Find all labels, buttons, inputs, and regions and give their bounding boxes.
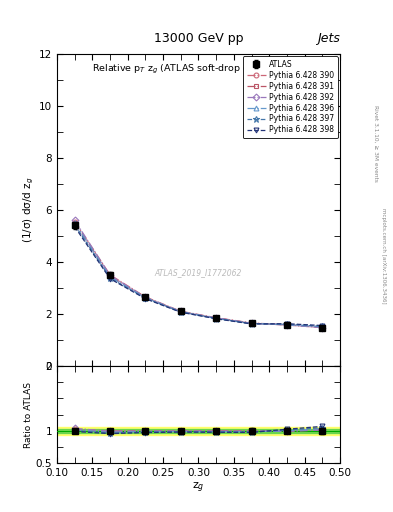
Line: Pythia 6.428 396: Pythia 6.428 396 — [72, 220, 325, 329]
Pythia 6.428 392 — [178, 308, 183, 314]
Pythia 6.428 398 — [214, 316, 219, 322]
Pythia 6.428 396 — [143, 294, 148, 301]
Pythia 6.428 396 — [72, 220, 77, 226]
Pythia 6.428 390 — [214, 315, 219, 321]
Pythia 6.428 391 — [178, 309, 183, 315]
Pythia 6.428 390 — [178, 308, 183, 314]
Pythia 6.428 392 — [72, 217, 77, 223]
Pythia 6.428 390 — [249, 320, 254, 326]
Pythia 6.428 397 — [320, 323, 325, 329]
Pythia 6.428 390 — [143, 294, 148, 300]
Text: ATLAS_2019_I1772062: ATLAS_2019_I1772062 — [155, 268, 242, 276]
Line: Pythia 6.428 391: Pythia 6.428 391 — [72, 220, 325, 330]
Pythia 6.428 397 — [285, 321, 289, 327]
Y-axis label: (1/σ) dσ/d z$_g$: (1/σ) dσ/d z$_g$ — [22, 177, 36, 243]
Line: Pythia 6.428 397: Pythia 6.428 397 — [72, 222, 325, 329]
Text: Rivet 3.1.10, ≥ 3M events: Rivet 3.1.10, ≥ 3M events — [373, 105, 378, 182]
Pythia 6.428 390 — [285, 322, 289, 328]
Pythia 6.428 397 — [143, 295, 148, 301]
Pythia 6.428 397 — [108, 275, 112, 281]
Line: Pythia 6.428 398: Pythia 6.428 398 — [72, 224, 325, 328]
Pythia 6.428 398 — [320, 323, 325, 329]
Pythia 6.428 392 — [214, 315, 219, 321]
Text: mcplots.cern.ch [arXiv:1306.3436]: mcplots.cern.ch [arXiv:1306.3436] — [381, 208, 386, 304]
Pythia 6.428 398 — [143, 295, 148, 302]
Pythia 6.428 397 — [72, 222, 77, 228]
Pythia 6.428 391 — [72, 220, 77, 226]
Y-axis label: Ratio to ATLAS: Ratio to ATLAS — [24, 381, 33, 447]
Pythia 6.428 391 — [285, 322, 289, 328]
Bar — [57, 427, 340, 435]
Pythia 6.428 391 — [214, 315, 219, 321]
Line: Pythia 6.428 390: Pythia 6.428 390 — [72, 219, 325, 330]
Pythia 6.428 390 — [72, 219, 77, 225]
Pythia 6.428 397 — [214, 315, 219, 322]
Pythia 6.428 391 — [320, 325, 325, 331]
Pythia 6.428 397 — [178, 309, 183, 315]
Pythia 6.428 392 — [108, 272, 112, 279]
Pythia 6.428 398 — [72, 224, 77, 230]
Pythia 6.428 392 — [285, 322, 289, 328]
X-axis label: z$_g$: z$_g$ — [192, 481, 205, 496]
Pythia 6.428 391 — [108, 273, 112, 279]
Text: 13000 GeV pp: 13000 GeV pp — [154, 32, 243, 46]
Pythia 6.428 392 — [143, 294, 148, 300]
Pythia 6.428 396 — [320, 324, 325, 330]
Pythia 6.428 391 — [249, 320, 254, 326]
Pythia 6.428 392 — [320, 325, 325, 331]
Pythia 6.428 391 — [143, 294, 148, 301]
Pythia 6.428 398 — [108, 275, 112, 282]
Text: Jets: Jets — [317, 32, 340, 46]
Pythia 6.428 396 — [108, 274, 112, 280]
Pythia 6.428 398 — [178, 309, 183, 315]
Pythia 6.428 390 — [108, 272, 112, 278]
Legend: ATLAS, Pythia 6.428 390, Pythia 6.428 391, Pythia 6.428 392, Pythia 6.428 396, P: ATLAS, Pythia 6.428 390, Pythia 6.428 39… — [243, 56, 338, 138]
Pythia 6.428 398 — [285, 321, 289, 327]
Pythia 6.428 392 — [249, 320, 254, 326]
Text: Relative p$_T$ z$_g$ (ATLAS soft-drop observables): Relative p$_T$ z$_g$ (ATLAS soft-drop ob… — [92, 63, 305, 76]
Pythia 6.428 396 — [285, 322, 289, 328]
Line: Pythia 6.428 392: Pythia 6.428 392 — [72, 218, 325, 330]
Pythia 6.428 396 — [178, 309, 183, 315]
Pythia 6.428 390 — [320, 324, 325, 330]
Pythia 6.428 396 — [249, 321, 254, 327]
Bar — [57, 429, 340, 433]
Pythia 6.428 397 — [249, 321, 254, 327]
Pythia 6.428 396 — [214, 315, 219, 322]
Pythia 6.428 398 — [249, 321, 254, 327]
